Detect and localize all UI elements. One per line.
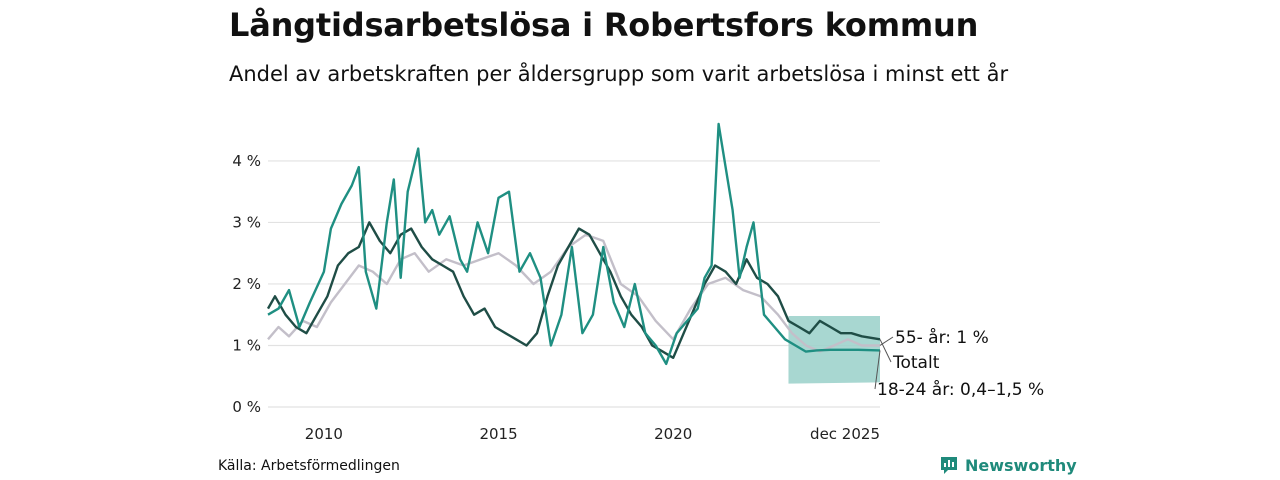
series-line-0 [267,233,880,353]
y-tick-label-0: 0 % [232,398,261,416]
chart-title: Långtidsarbetslösa i Robertsfors kommun [229,6,979,44]
x-tick-label-1: 2015 [479,425,517,443]
end-label-connector-1 [879,339,892,363]
y-axis: 0 % 1 % 2 % 3 % 4 % [232,152,261,416]
x-tick-label-0: 2010 [305,425,343,443]
chart-subtitle: Andel av arbetskraften per åldersgrupp s… [229,62,1009,86]
y-tick-label-1: 1 % [232,336,261,354]
y-tick-label-2: 2 % [232,275,261,293]
source-note: Källa: Arbetsförmedlingen [218,458,400,474]
y-tick-label-4: 4 % [232,152,261,170]
end-label-0: 55- år: 1 % [895,327,989,348]
brand-name: Newsworthy [965,455,1077,475]
chart-plot: 0 % 1 % 2 % 3 % 4 % 2010 2015 2020 dec 2025 55-… [232,122,1044,443]
series-line-1 [266,221,881,359]
x-tick-label-2: 2020 [654,425,692,443]
end-label-1: Totalt [892,353,940,373]
brand-logo: Newsworthy [939,455,1077,475]
y-tick-label-3: 3 % [232,213,261,231]
series-line-2 [267,122,881,366]
newsworthy-logo-icon [941,457,957,474]
end-labels: 55- år: 1 % Totalt 18-24 år: 0,4–1,5 % [874,327,1044,400]
end-label-connector-2 [874,350,881,390]
x-axis: 2010 2015 2020 dec 2025 [305,425,880,443]
x-tick-label-3: dec 2025 [810,425,880,443]
series-lines [266,122,881,366]
end-label-2: 18-24 år: 0,4–1,5 % [877,379,1044,400]
